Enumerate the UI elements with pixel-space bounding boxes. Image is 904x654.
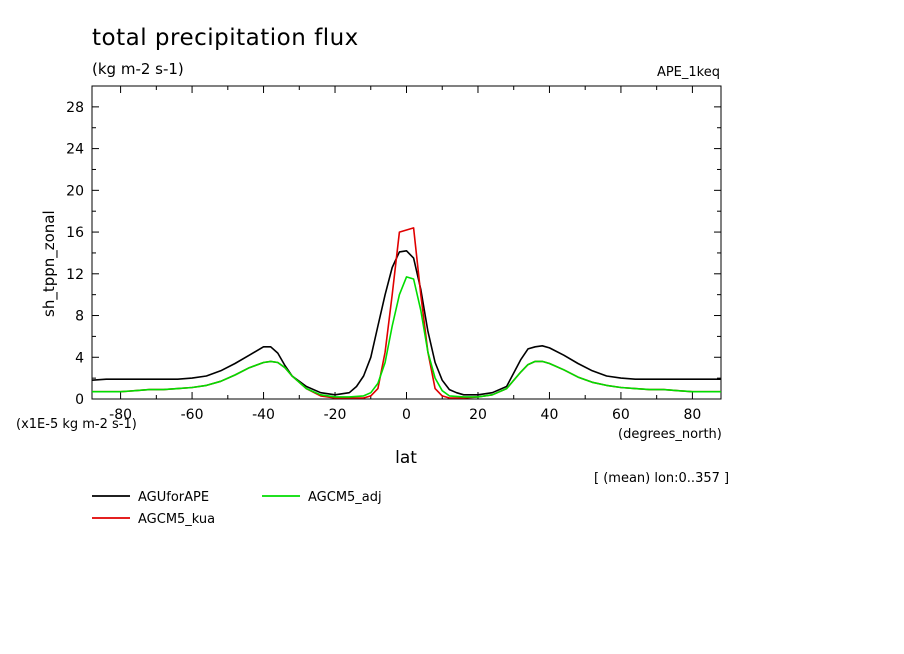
legend-label: AGCM5_kua [138, 512, 215, 527]
y-tick-label: 24 [66, 142, 84, 158]
axis-ticks [92, 85, 721, 400]
legend-label: AGUforAPE [138, 490, 209, 505]
legend-label: AGCM5_adj [308, 490, 382, 505]
chart-title: total precipitation flux [92, 25, 359, 51]
y-scale-note: (x1E-5 kg m-2 s-1) [16, 417, 137, 432]
x-tick-label: -40 [252, 407, 275, 423]
y-tick-label: 12 [66, 267, 84, 283]
y-tick-label: 4 [75, 350, 84, 366]
x-tick-label: 80 [683, 407, 701, 423]
region-note: [ (mean) lon:0..357 ] [594, 471, 729, 486]
y-tick-label: 16 [66, 225, 84, 241]
x-tick-label: 60 [612, 407, 630, 423]
x-axis-label: lat [395, 448, 417, 468]
chart-units: (kg m-2 s-1) [92, 60, 184, 78]
x-units-label: (degrees_north) [618, 427, 722, 442]
x-tick-label: 40 [541, 407, 559, 423]
series-line-agcm5-kua [92, 227, 721, 399]
x-tick-label: -20 [324, 407, 347, 423]
x-tick-label: 0 [402, 407, 411, 423]
y-tick-label: 8 [75, 309, 84, 325]
y-tick-label: 0 [75, 392, 84, 408]
series-line-agcm5-adj [92, 276, 721, 398]
experiment-label: APE_1keq [657, 65, 720, 80]
y-tick-label: 28 [66, 100, 84, 116]
series-line-aguforape [91, 250, 721, 396]
plot-frame [91, 85, 722, 400]
x-tick-label: -60 [181, 407, 204, 423]
y-tick-label: 20 [66, 183, 84, 199]
legend: AGUforAPE AGCM5_kua AGCM5_adj [92, 490, 382, 527]
series-lines [91, 227, 721, 399]
axis-tick-labels: -80 -60 -40 -20 0 20 40 60 80 0 4 8 12 16 20 24 28 [66, 100, 701, 423]
x-tick-label: 20 [469, 407, 487, 423]
x-tick-label: -80 [109, 407, 132, 423]
y-axis-label: sh_tppn_zonal [40, 210, 59, 317]
